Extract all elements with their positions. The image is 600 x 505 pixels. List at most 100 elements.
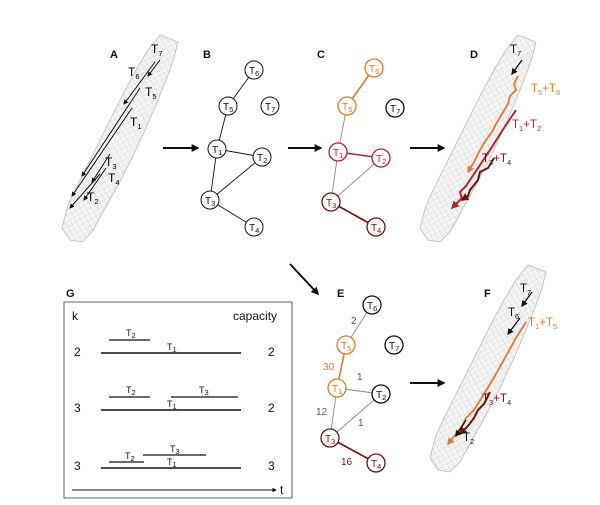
node-label-b-7: T7 — [265, 102, 275, 114]
route-label-d-5-6: T5+T6 — [531, 83, 560, 97]
graph-c-labels: T6 T5 T7 T1 T2 T3 T4 — [326, 64, 400, 235]
panel-g-frame — [63, 301, 293, 499]
node — [366, 453, 386, 473]
row-capacity: 2 — [268, 401, 275, 415]
interval-label: T2 — [125, 451, 135, 463]
route-label-d-3-4: T3+T4 — [482, 153, 511, 167]
graph-c-nodes — [321, 58, 405, 237]
node-label-c-7: T7 — [390, 104, 400, 116]
node-label-e-3: T3 — [325, 434, 335, 446]
node-label-e-7: T7 — [389, 341, 399, 353]
graph-e-labels: T6 T5 T7 T1 T2 T3 T4 — [325, 301, 399, 471]
panel-letter-g: G — [66, 288, 75, 300]
graph-c: T6 T5 T7 T1 T2 T3 T4 — [321, 58, 405, 237]
node-label-e-4: T4 — [371, 459, 381, 471]
node — [385, 98, 405, 118]
trip-arrow — [69, 173, 101, 209]
route-t3-t4 — [460, 157, 495, 201]
interval-label: T2 — [126, 385, 136, 397]
node-label-c-6: T6 — [369, 64, 379, 76]
trip-arrow — [81, 87, 141, 177]
route-labels-f: T7 T6 T1+T5 T3+T4 T2 — [463, 283, 557, 446]
node-label-e-2: T2 — [376, 390, 386, 402]
node-label-b-3: T3 — [205, 196, 215, 208]
panel-letter-b: B — [203, 49, 211, 61]
node-label-e-6: T6 — [367, 301, 377, 313]
node — [366, 217, 386, 237]
graph-b: T6 T5 T7 T1 T2 T3 T4 — [200, 60, 280, 237]
trip-label-a-7: T7 — [151, 42, 163, 58]
trip-label-a-3: T3 — [105, 155, 117, 171]
trip-arrow — [147, 59, 161, 77]
panel-letter-a: A — [110, 49, 118, 61]
node — [328, 142, 348, 162]
node-label-b-5: T5 — [223, 102, 233, 114]
node — [207, 139, 227, 159]
node-label-b-4: T4 — [249, 223, 259, 235]
routes-f — [447, 291, 533, 446]
node — [337, 96, 357, 116]
graph-e-weights: 2 30 1 12 1 16 — [316, 316, 364, 468]
interval-label: T2 — [126, 328, 136, 340]
node-label-e-1: T1 — [332, 384, 342, 396]
route-label-f-7: T7 — [520, 283, 531, 297]
graph-e-nodes — [320, 295, 404, 473]
edge — [209, 156, 263, 201]
route-label-f-6: T6 — [508, 307, 519, 321]
edge-weight-6-5: 2 — [351, 316, 357, 327]
route-t5-t6 — [467, 75, 519, 174]
node-label-c-1: T1 — [333, 148, 343, 160]
interval-label: T1 — [167, 457, 177, 469]
row-k: 2 — [74, 345, 81, 359]
node — [218, 96, 238, 116]
row-capacity: 3 — [268, 459, 275, 473]
edge-weight-1-3: 12 — [316, 407, 328, 418]
route-labels-d: T7 T5+T6 T1+T2 T3+T4 — [482, 44, 560, 167]
map-d — [419, 34, 537, 243]
graph-e: T6 T5 T7 T1 T2 T3 T4 2 30 1 12 1 16 — [316, 295, 404, 473]
timeline-row: 2 2 T2 T1 — [74, 328, 275, 359]
row-capacity: 2 — [268, 345, 275, 359]
trip-arrow — [123, 61, 156, 105]
timeline-row: 3 3 T2 T3 T1 — [74, 444, 275, 473]
node — [371, 384, 391, 404]
node — [327, 378, 347, 398]
timeline-row: 3 2 T2 T3 T1 — [74, 385, 275, 415]
graph-b-labels: T6 T5 T7 T1 T2 T3 T4 — [205, 66, 275, 235]
route-t2 — [455, 419, 467, 438]
route-label-d-1-2: T1+T2 — [512, 119, 541, 133]
node — [244, 60, 264, 80]
route-label-f-2: T2 — [463, 432, 474, 446]
edge-weight-5-1: 30 — [323, 362, 335, 373]
trip-label-a-1: T1 — [130, 115, 142, 131]
edge — [330, 157, 382, 203]
row-k: 3 — [74, 459, 81, 473]
edge-weight-3-4: 16 — [341, 457, 353, 468]
node — [320, 428, 340, 448]
interval-label: T3 — [199, 385, 209, 397]
node-label-b-1: T1 — [212, 145, 222, 157]
trip-label-a-5: T5 — [145, 85, 157, 101]
edge-weight-2-3: 1 — [358, 418, 364, 429]
row-k: 3 — [74, 401, 81, 415]
trip-arrow — [91, 153, 111, 183]
edge — [329, 393, 382, 439]
trip-arrow — [71, 107, 133, 197]
trip-arrows-a — [69, 59, 161, 209]
map-f — [429, 264, 547, 473]
node — [384, 335, 404, 355]
node — [336, 335, 356, 355]
node-label-b-2: T2 — [257, 153, 267, 165]
interval-label: T1 — [167, 342, 177, 354]
node — [260, 96, 280, 116]
panel-letter-d: D — [470, 49, 478, 61]
trip-label-a-6: T6 — [128, 65, 140, 81]
trip-label-a-4: T4 — [108, 171, 120, 187]
node — [371, 148, 391, 168]
route-label-d-7: T7 — [510, 44, 521, 58]
routes-d — [450, 59, 523, 210]
node-label-c-3: T3 — [326, 198, 336, 210]
route-t3-t4 — [458, 391, 491, 436]
node-label-c-4: T4 — [371, 223, 381, 235]
